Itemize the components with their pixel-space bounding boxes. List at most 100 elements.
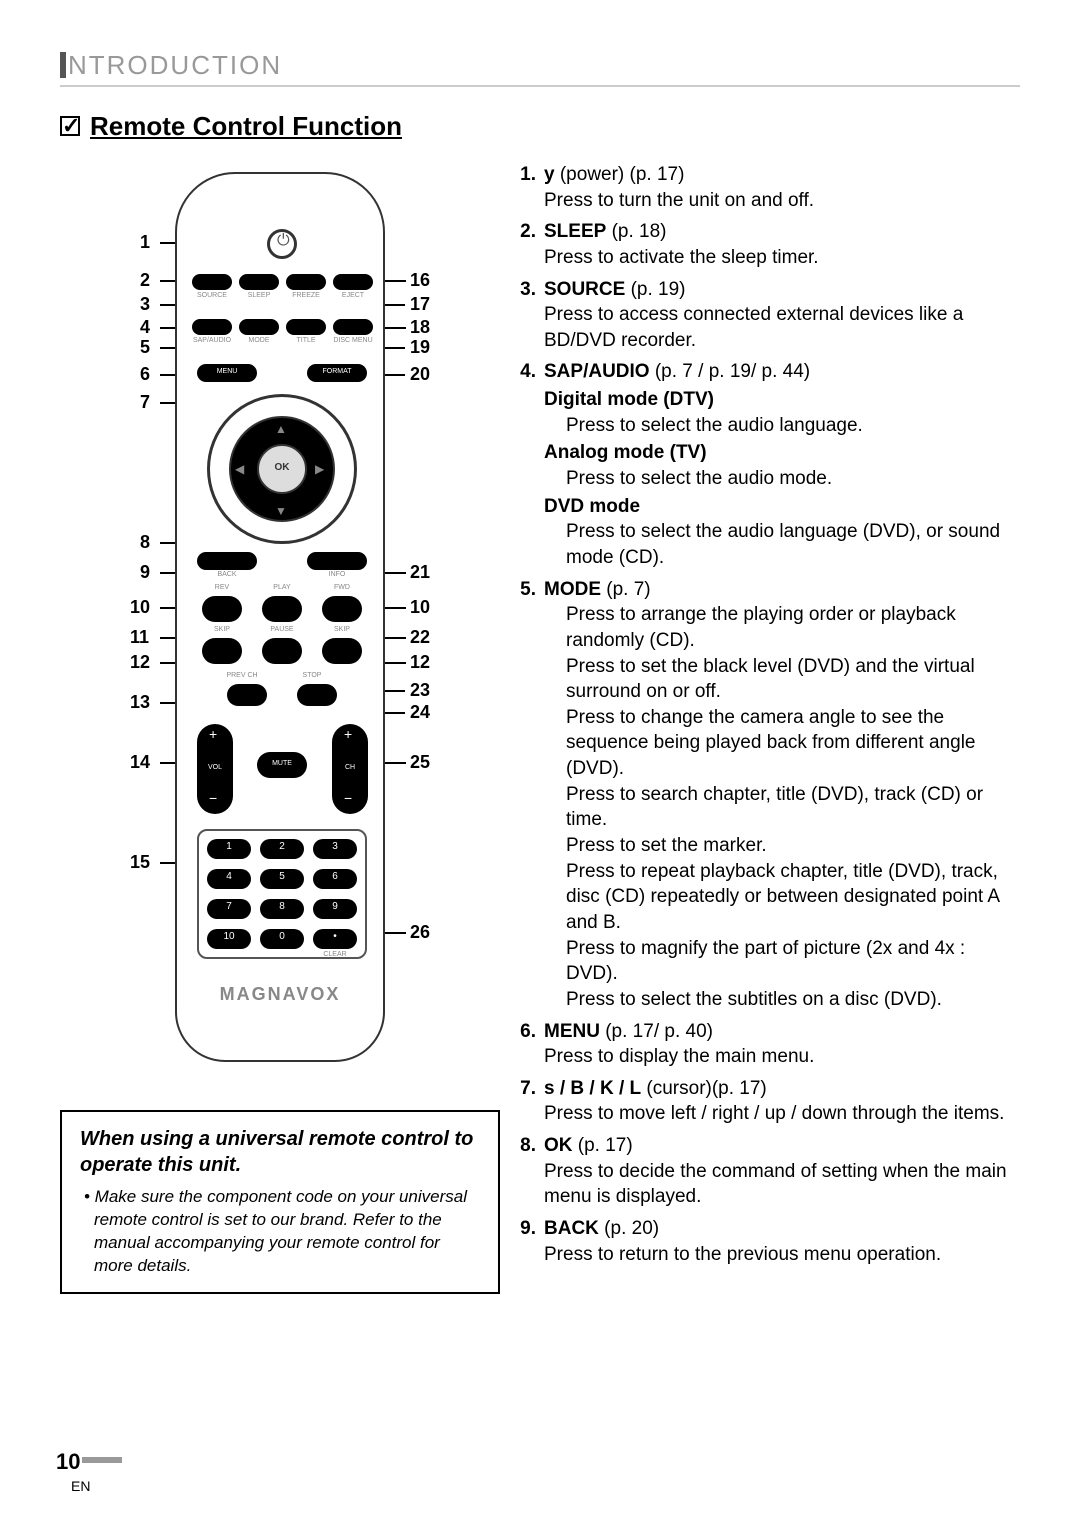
item-body: y (power) (p. 17)Press to turn the unit …	[544, 162, 1020, 213]
header-text: NTRODUCTION	[68, 50, 282, 80]
callout-7: 7	[140, 392, 150, 413]
item-name: y	[544, 164, 555, 185]
d: 9	[313, 901, 357, 912]
function-item: 6.MENU (p. 17/ p. 40)Press to display th…	[510, 1019, 1020, 1070]
lbl: STOP	[287, 672, 337, 679]
function-item: 9.BACK (p. 20)Press to return to the pre…	[510, 1216, 1020, 1267]
item-indent-line: Press to set the black level (DVD) and t…	[544, 654, 1020, 705]
right-column: 1.y (power) (p. 17)Press to turn the uni…	[510, 162, 1020, 1294]
item-line: Press to decide the command of setting w…	[544, 1159, 1020, 1210]
note-box: When using a universal remote control to…	[60, 1110, 500, 1294]
item-head: MENU (p. 17/ p. 40)	[544, 1019, 1020, 1045]
lbl: MUTE	[257, 760, 307, 767]
item-indent-line: Press to change the camera angle to see …	[544, 705, 1020, 782]
d: •	[313, 931, 357, 942]
page-bar	[82, 1457, 122, 1463]
item-extra: (p. 19)	[625, 279, 685, 300]
callout-13: 13	[130, 692, 150, 713]
callout-20: 20	[410, 364, 430, 385]
callout-15: 15	[130, 852, 150, 873]
item-body: OK (p. 17) Press to decide the command of…	[544, 1133, 1020, 1210]
item-number: 3.	[510, 277, 544, 354]
lbl-ok: OK	[257, 462, 307, 473]
plus-icon: +	[209, 726, 217, 742]
btn-fwd	[322, 596, 362, 622]
lbl: PREV CH	[217, 672, 267, 679]
arrow-right-icon: ▶	[315, 462, 324, 476]
item-name: SLEEP	[544, 221, 606, 242]
item-name: SAP/AUDIO	[544, 361, 650, 382]
section-title: ✓Remote Control Function	[60, 111, 1020, 142]
sub-text: Press to select the audio language (DVD)…	[544, 519, 1020, 570]
lbl: CH	[332, 764, 368, 771]
btn-play	[262, 596, 302, 622]
btn-pause	[262, 638, 302, 664]
sub-label: Analog mode (TV)	[544, 440, 1020, 466]
item-extra: (power) (p. 17)	[555, 164, 685, 185]
minus-icon: −	[344, 790, 352, 806]
btn-sleep	[239, 274, 279, 290]
btn-title	[286, 319, 326, 335]
item-name: OK	[544, 1135, 573, 1156]
callout-23: 23	[410, 680, 430, 701]
callout-r12: 12	[410, 652, 430, 673]
callout-4: 4	[140, 317, 150, 338]
item-name: SOURCE	[544, 279, 625, 300]
btn-freeze	[286, 274, 326, 290]
function-item: 1.y (power) (p. 17)Press to turn the uni…	[510, 162, 1020, 213]
item-extra: (p. 17)	[573, 1135, 633, 1156]
d: 7	[207, 901, 251, 912]
sub-label: Digital mode (DTV)	[544, 387, 1020, 413]
callout-19: 19	[410, 337, 430, 358]
callout-26: 26	[410, 922, 430, 943]
btn-eject	[333, 274, 373, 290]
item-extra: (p. 17/ p. 40)	[600, 1021, 713, 1042]
btn-skip-l	[202, 638, 242, 664]
header-bar	[60, 52, 66, 78]
callout-17: 17	[410, 294, 430, 315]
function-item: 8.OK (p. 17)Press to decide the command …	[510, 1133, 1020, 1210]
callout-5: 5	[140, 337, 150, 358]
item-number: 7.	[510, 1076, 544, 1127]
d: 0	[260, 931, 304, 942]
item-body: SLEEP (p. 18)Press to activate the sleep…	[544, 219, 1020, 270]
function-item: 5.MODE (p. 7)Press to arrange the playin…	[510, 577, 1020, 1013]
item-head: SLEEP (p. 18)	[544, 219, 1020, 245]
minus-icon: −	[209, 790, 217, 806]
d: 5	[260, 871, 304, 882]
callout-18: 18	[410, 317, 430, 338]
callout-8: 8	[140, 532, 150, 553]
item-extra: (p. 20)	[599, 1218, 659, 1239]
lbl: PAUSE	[257, 626, 307, 633]
lbl: EJECT	[333, 292, 373, 299]
callout-3: 3	[140, 294, 150, 315]
item-extra: (p. 18)	[606, 221, 666, 242]
item-body: SAP/AUDIO (p. 7 / p. 19/ p. 44)Digital m…	[544, 359, 1020, 570]
item-extra: (cursor)(p. 17)	[641, 1078, 767, 1099]
page-num: 10	[56, 1449, 80, 1474]
btn-stop	[297, 684, 337, 706]
item-line: Press to display the main menu.	[544, 1044, 1020, 1070]
lbl: SKIP	[197, 626, 247, 633]
callout-25: 25	[410, 752, 430, 773]
lbl: PLAY	[257, 584, 307, 591]
lbl: FREEZE	[286, 292, 326, 299]
item-body: s / B / K / L (cursor)(p. 17)Press to mo…	[544, 1076, 1020, 1127]
btn-prevch	[227, 684, 267, 706]
item-line: Press to move left / right / up / down t…	[544, 1101, 1020, 1127]
btn-discmenu	[333, 319, 373, 335]
page-lang: EN	[71, 1478, 90, 1494]
item-head: SOURCE (p. 19)	[544, 277, 1020, 303]
lbl: DISC MENU	[328, 337, 378, 344]
item-line: Press to activate the sleep timer.	[544, 245, 1020, 271]
intro-header: NTRODUCTION	[60, 50, 1020, 87]
callout-6: 6	[140, 364, 150, 385]
callout-12: 12	[130, 652, 150, 673]
item-head: y (power) (p. 17)	[544, 162, 1020, 188]
btn-back	[197, 552, 257, 570]
check-icon: ✓	[60, 116, 80, 136]
note-title: When using a universal remote control to…	[80, 1126, 480, 1178]
d: 1	[207, 841, 251, 852]
page-number: 10 EN	[56, 1449, 122, 1496]
item-number: 9.	[510, 1216, 544, 1267]
